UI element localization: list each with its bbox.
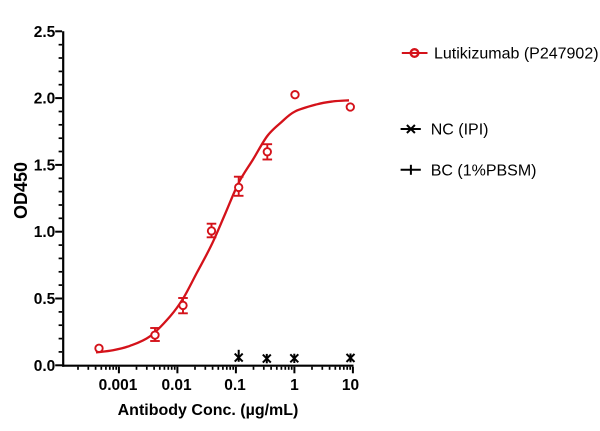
svg-text:1.0: 1.0 [34, 224, 56, 241]
svg-text:Lutikizumab (P247902): Lutikizumab (P247902) [434, 46, 599, 63]
svg-text:10: 10 [342, 377, 359, 394]
svg-text:1.5: 1.5 [34, 157, 56, 174]
svg-text:2.5: 2.5 [34, 24, 56, 41]
svg-text:1: 1 [290, 377, 299, 394]
svg-text:BC (1%PBSM): BC (1%PBSM) [431, 162, 537, 179]
svg-text:0.1: 0.1 [224, 377, 246, 394]
svg-text:0.5: 0.5 [34, 291, 56, 308]
svg-text:0.01: 0.01 [162, 377, 193, 394]
svg-text:0.0: 0.0 [34, 358, 56, 375]
svg-text:NC (IPI): NC (IPI) [431, 122, 489, 139]
svg-text:OD450: OD450 [11, 162, 31, 219]
svg-text:2.0: 2.0 [34, 91, 56, 108]
svg-text:0.001: 0.001 [99, 377, 138, 394]
svg-text:Antibody Conc. (µg/mL): Antibody Conc. (µg/mL) [118, 402, 299, 419]
